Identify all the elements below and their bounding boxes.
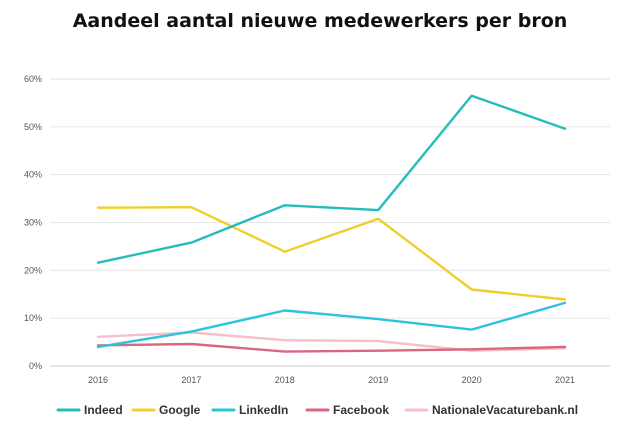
legend-label-indeed: Indeed bbox=[84, 403, 123, 417]
series-lines bbox=[96, 94, 567, 353]
series-line-indeed bbox=[96, 94, 567, 264]
legend-label-google: Google bbox=[159, 403, 201, 417]
series-line-google bbox=[96, 205, 567, 301]
chart-title: Aandeel aantal nieuwe medewerkers per br… bbox=[72, 10, 568, 32]
y-tick-label: 0% bbox=[29, 361, 42, 371]
y-tick-label: 50% bbox=[24, 122, 42, 132]
x-axis-ticks: 2016 2017 2018 2019 2020 2021 bbox=[88, 375, 575, 385]
y-tick-label: 20% bbox=[24, 265, 42, 275]
y-tick-label: 30% bbox=[24, 218, 42, 228]
y-tick-label: 40% bbox=[24, 170, 42, 180]
x-tick-label: 2017 bbox=[181, 375, 201, 385]
x-tick-label: 2018 bbox=[275, 375, 295, 385]
x-tick-label: 2021 bbox=[555, 375, 575, 385]
legend-label-linkedin: LinkedIn bbox=[239, 403, 288, 417]
x-tick-label: 2020 bbox=[462, 375, 482, 385]
x-tick-label: 2019 bbox=[368, 375, 388, 385]
legend-label-nationalevacaturebank-nl: NationaleVacaturebank.nl bbox=[432, 403, 578, 417]
legend: Indeed Google LinkedIn Facebook NationaleVac… bbox=[56, 403, 578, 417]
legend-label-facebook: Facebook bbox=[333, 403, 389, 417]
x-tick-label: 2016 bbox=[88, 375, 108, 385]
y-tick-label: 10% bbox=[24, 313, 42, 323]
gridlines bbox=[50, 78, 610, 367]
series-line-linkedin bbox=[96, 301, 567, 349]
y-tick-label: 60% bbox=[24, 74, 42, 84]
series-line-facebook bbox=[96, 342, 567, 353]
y-axis-ticks: 0% 10% 20% 30% 40% 50% 60% bbox=[24, 74, 42, 371]
